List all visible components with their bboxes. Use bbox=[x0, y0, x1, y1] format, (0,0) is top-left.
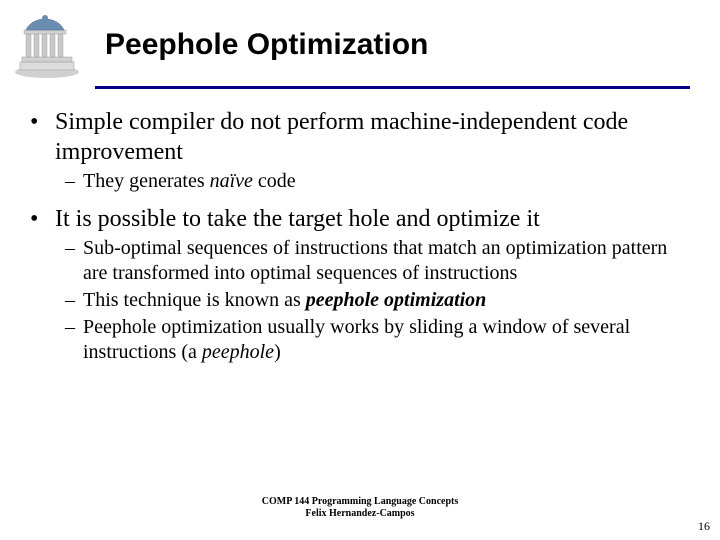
bullet-text: Simple compiler do not perform machine-i… bbox=[55, 107, 690, 167]
bullet-level-2: –Sub-optimal sequences of instructions t… bbox=[65, 236, 690, 286]
bullet-text: Sub-optimal sequences of instructions th… bbox=[83, 236, 690, 286]
bullet-level-2: –Peephole optimization usually works by … bbox=[65, 315, 690, 365]
bullet-marker: • bbox=[30, 107, 55, 167]
bullet-marker: – bbox=[65, 236, 83, 286]
bullet-level-1: •Simple compiler do not perform machine-… bbox=[30, 107, 690, 167]
text-segment: Sub-optimal sequences of instructions th… bbox=[83, 237, 672, 284]
text-segment: They generates bbox=[83, 170, 210, 192]
bullet-marker: • bbox=[30, 204, 55, 234]
slide-footer: COMP 144 Programming Language Concepts F… bbox=[0, 496, 720, 520]
well-icon bbox=[10, 10, 85, 80]
page-number: 16 bbox=[698, 519, 710, 534]
text-segment: naïve bbox=[210, 170, 253, 192]
text-segment: Peephole optimization usually works by s… bbox=[83, 316, 635, 363]
spacer bbox=[30, 196, 690, 204]
bullet-text: They generates naïve code bbox=[83, 169, 296, 194]
text-segment: This technique is known as bbox=[83, 289, 306, 311]
text-segment: code bbox=[253, 170, 296, 192]
text-segment: peephole optimization bbox=[306, 289, 487, 311]
bullet-level-2: –They generates naïve code bbox=[65, 169, 690, 194]
slide-content: •Simple compiler do not perform machine-… bbox=[0, 89, 720, 365]
bullet-marker: – bbox=[65, 169, 83, 194]
slide-title: Peephole Optimization bbox=[105, 28, 428, 62]
bullet-level-1: •It is possible to take the target hole … bbox=[30, 204, 690, 234]
text-segment: ) bbox=[274, 341, 281, 363]
text-segment: peephole bbox=[202, 341, 274, 363]
bullet-marker: – bbox=[65, 288, 83, 313]
bullet-text: Peephole optimization usually works by s… bbox=[83, 315, 690, 365]
bullet-marker: – bbox=[65, 315, 83, 365]
slide-header: Peephole Optimization bbox=[0, 0, 720, 80]
footer-line-2: Felix Hernandez-Campos bbox=[0, 508, 720, 520]
bullet-text: This technique is known as peephole opti… bbox=[83, 288, 486, 313]
text-segment: It is possible to take the target hole a… bbox=[55, 206, 540, 232]
bullet-text: It is possible to take the target hole a… bbox=[55, 204, 540, 234]
bullet-level-2: –This technique is known as peephole opt… bbox=[65, 288, 690, 313]
text-segment: Simple compiler do not perform machine-i… bbox=[55, 109, 634, 165]
footer-line-1: COMP 144 Programming Language Concepts bbox=[0, 496, 720, 508]
logo-well bbox=[10, 10, 85, 80]
